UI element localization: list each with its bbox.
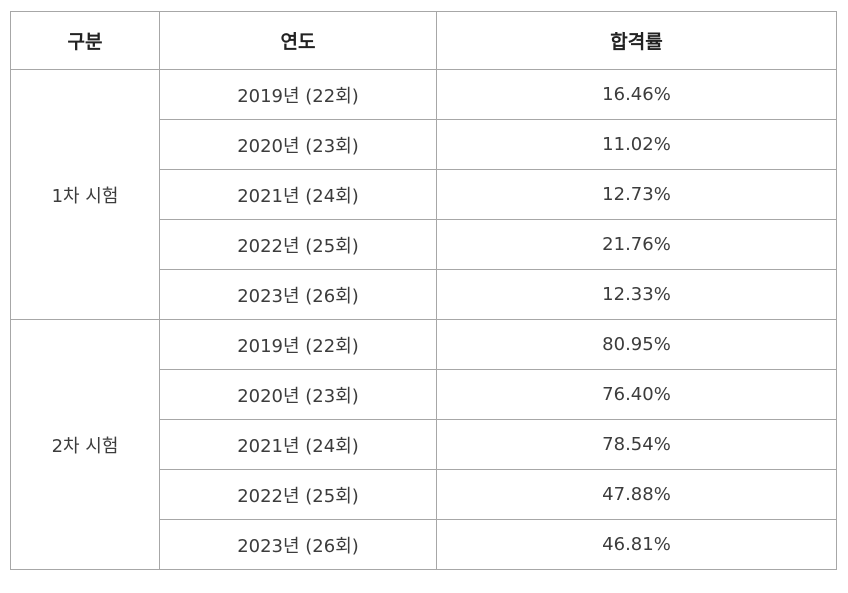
pass-rate-cell: 11.02% bbox=[436, 119, 837, 170]
table-row: 2023년 (26회) 12.33% bbox=[11, 269, 837, 320]
group-label-second-exam: 2차 시험 bbox=[10, 319, 160, 570]
table-header-row: 구분 연도 합격률 bbox=[10, 11, 837, 70]
group-label-first-exam: 1차 시험 bbox=[10, 69, 160, 320]
header-pass-rate: 합격률 bbox=[436, 11, 837, 70]
table-row: 2차 시험 2019년 (22회) 80.95% bbox=[10, 319, 837, 570]
year-cell: 2019년 (22회) bbox=[159, 319, 437, 370]
pass-rate-cell: 46.81% bbox=[436, 519, 837, 570]
pass-rate-cell: 16.46% bbox=[436, 69, 837, 120]
year-cell: 2022년 (25회) bbox=[159, 219, 437, 270]
year-cell: 2021년 (24회) bbox=[159, 169, 437, 220]
year-cell: 2020년 (23회) bbox=[159, 119, 437, 170]
table-row: 2022년 (25회) 21.76% bbox=[11, 219, 837, 270]
table-row: 2020년 (23회) 11.02% bbox=[11, 119, 837, 170]
year-cell: 2019년 (22회) bbox=[159, 69, 437, 120]
pass-rate-cell: 80.95% bbox=[436, 319, 837, 370]
pass-rate-cell: 12.33% bbox=[436, 269, 837, 320]
table-row: 2023년 (26회) 46.81% bbox=[11, 519, 837, 570]
year-cell: 2020년 (23회) bbox=[159, 369, 437, 420]
header-year: 연도 bbox=[159, 11, 437, 70]
table-row: 2022년 (25회) 47.88% bbox=[11, 469, 837, 520]
table-row: 2021년 (24회) 12.73% bbox=[11, 169, 837, 220]
year-cell: 2023년 (26회) bbox=[159, 519, 437, 570]
pass-rate-cell: 12.73% bbox=[436, 169, 837, 220]
pass-rate-cell: 78.54% bbox=[436, 419, 837, 470]
pass-rate-cell: 76.40% bbox=[436, 369, 837, 420]
table-row: 2020년 (23회) 76.40% bbox=[11, 369, 837, 420]
header-category: 구분 bbox=[10, 11, 160, 70]
table-row: 2021년 (24회) 78.54% bbox=[11, 419, 837, 470]
pass-rate-cell: 47.88% bbox=[436, 469, 837, 520]
pass-rate-cell: 21.76% bbox=[436, 219, 837, 270]
table-row: 1차 시험 2019년 (22회) 16.46% bbox=[10, 69, 837, 320]
pass-rate-table: 구분 연도 합격률 1차 시험 2019년 (22회) 16.46% 2020년… bbox=[10, 11, 837, 570]
year-cell: 2022년 (25회) bbox=[159, 469, 437, 520]
year-cell: 2021년 (24회) bbox=[159, 419, 437, 470]
year-cell: 2023년 (26회) bbox=[159, 269, 437, 320]
